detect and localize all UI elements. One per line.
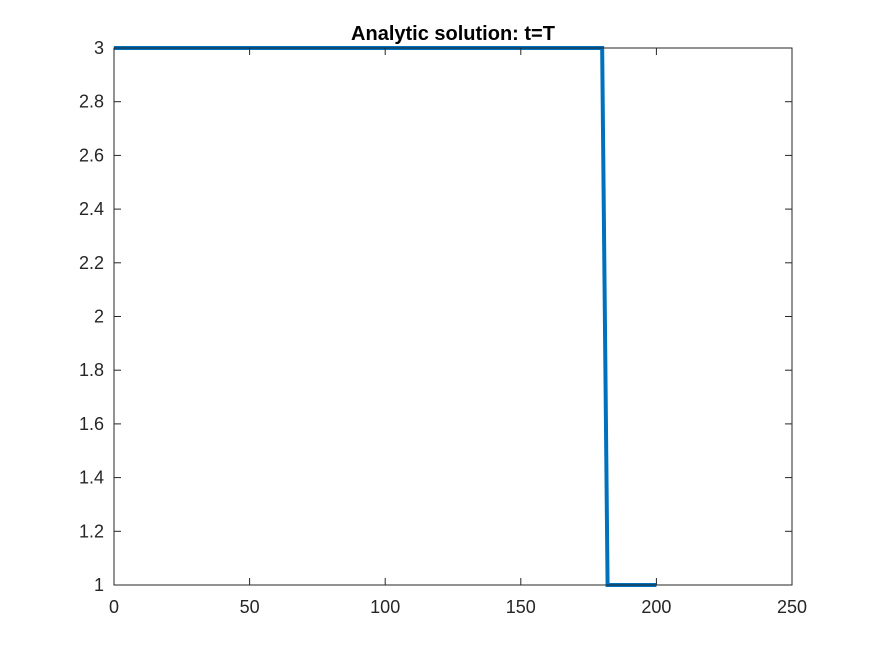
y-tick-label: 1.4 bbox=[79, 468, 104, 488]
x-tick-label: 200 bbox=[641, 597, 671, 617]
y-tick-label: 3 bbox=[94, 38, 104, 58]
x-tick-label: 100 bbox=[370, 597, 400, 617]
x-tick-label: 50 bbox=[240, 597, 260, 617]
y-tick-label: 2.2 bbox=[79, 253, 104, 273]
x-tick-label: 0 bbox=[109, 597, 119, 617]
y-tick-label: 2.4 bbox=[79, 199, 104, 219]
y-tick-label: 1 bbox=[94, 575, 104, 595]
y-tick-label: 1.2 bbox=[79, 521, 104, 541]
y-tick-label: 2.8 bbox=[79, 92, 104, 112]
x-tick-label: 250 bbox=[777, 597, 807, 617]
x-tick-label: 150 bbox=[506, 597, 536, 617]
y-tick-label: 2.6 bbox=[79, 145, 104, 165]
y-tick-label: 2 bbox=[94, 307, 104, 327]
plot-area bbox=[114, 48, 792, 585]
plot-background bbox=[114, 48, 792, 585]
chart-title: Analytic solution: t=T bbox=[351, 23, 555, 45]
axes-layer: 0 50 100 150 200 250 1 1.2 1.4 1.6 1.8 2 2.2 2.4 2.6 2.… bbox=[79, 38, 807, 617]
y-tick-label: 1.6 bbox=[79, 414, 104, 434]
y-tick-label: 1.8 bbox=[79, 360, 104, 380]
